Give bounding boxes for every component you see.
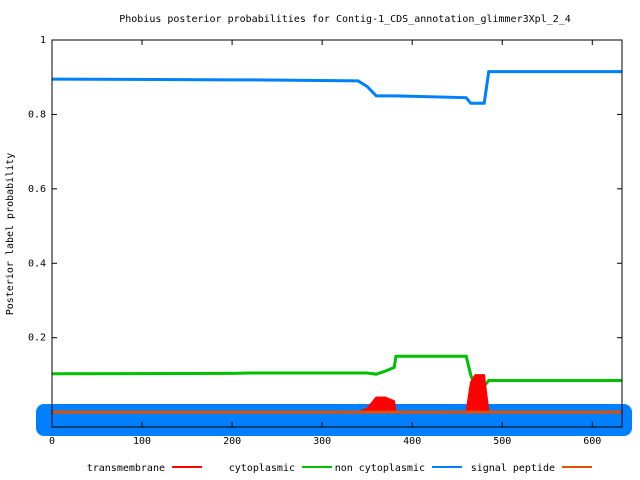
series-line (51, 354, 622, 388)
legend-label: non cytoplasmic (335, 463, 425, 474)
legend-label: signal peptide (471, 463, 555, 474)
legend-label: cytoplasmic (229, 463, 295, 474)
x-tick-label: 100 (133, 436, 151, 447)
y-tick-label: 0.6 (28, 184, 46, 195)
x-tick-label: 300 (313, 436, 331, 447)
chart-title: Phobius posterior probabilities for Cont… (119, 14, 571, 25)
plot-frame (51, 39, 623, 428)
x-tick-label: 500 (493, 436, 511, 447)
x-tick-label: 400 (403, 436, 421, 447)
y-tick-label: 0.2 (28, 333, 46, 344)
y-axis-label: Posterior label probability (5, 153, 16, 316)
y-tick-label: 0.4 (28, 258, 46, 269)
series-line (51, 70, 622, 105)
y-tick-label: 0.8 (28, 109, 46, 120)
x-tick-label: 0 (49, 436, 55, 447)
baseline-band (36, 404, 632, 436)
x-tick-label: 600 (583, 436, 601, 447)
y-tick-label: 1 (40, 35, 46, 46)
legend-label: transmembrane (87, 463, 165, 474)
x-tick-label: 200 (223, 436, 241, 447)
